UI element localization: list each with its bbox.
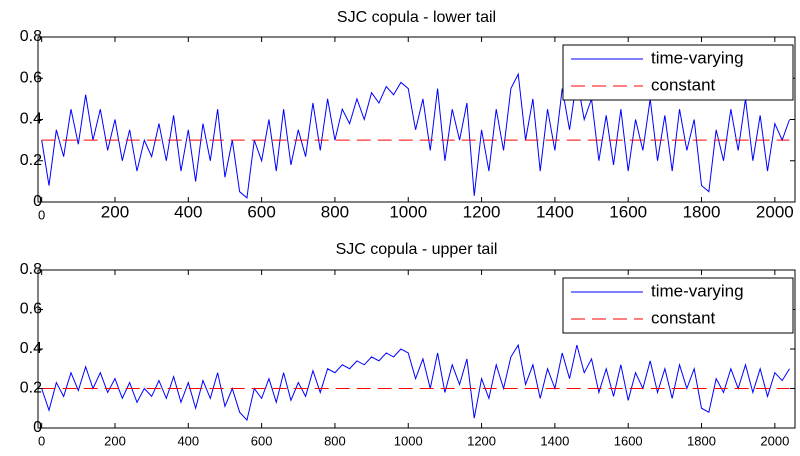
x-tick-label: 1000 [389,202,427,221]
y-tick-label: 0.8 [20,28,42,45]
x-tick-label: 600 [247,202,275,221]
chart-title: SJC copula - lower tail [337,9,496,26]
x-tick-label: 400 [177,433,199,448]
legend-label: time-varying [651,281,744,300]
x-tick-label: 2000 [760,433,789,448]
x-tick-label: 0 [38,433,45,448]
y-tick-label: 0.6 [20,69,42,86]
x-tick-label: 1200 [463,202,501,221]
y-tick-label: 0.6 [20,301,42,318]
series-line [41,343,790,422]
x-tick-label: 600 [251,433,273,448]
y-tick-label: 0 [33,193,42,210]
y-tick-label: 0 [33,419,42,436]
x-tick-label: 2000 [756,202,794,221]
legend-box [562,277,794,334]
x-tick-label: 1400 [536,202,574,221]
y-tick-label: 0.4 [20,111,42,128]
x-tick-label: 800 [321,202,349,221]
x-tick-label: 1200 [467,433,496,448]
x-tick-label: 1600 [609,202,647,221]
x-tick-label: 200 [104,433,126,448]
x-tick-label: 800 [324,433,346,448]
legend-label: constant [651,308,716,327]
x-tick-label: 1000 [394,433,423,448]
x-tick-label: 400 [174,202,202,221]
x-tick-label: 1400 [540,433,569,448]
legend-label: constant [651,75,716,94]
legend: time-varying constant [562,277,794,334]
axes: SJC copula - lower tail 0 200 400 600 800 1000… [20,9,796,222]
x-tick-label: 0 [38,207,45,222]
y-tick-label: 0.4 [20,340,42,357]
chart-title: SJC copula - upper tail [336,241,498,258]
x-tick-label: 1600 [614,433,643,448]
legend-box [562,44,794,101]
y-tick-label: 0.2 [20,152,42,169]
x-tick-label: 200 [101,202,129,221]
x-tick-label: 1800 [687,433,716,448]
x-tick-label: 1800 [683,202,721,221]
legend: time-varying constant [562,44,794,101]
axes: SJC copula - upper tail 0 200 400 600 800 1000… [20,241,796,448]
legend-label: time-varying [651,48,744,67]
series-line [41,72,790,199]
y-tick-label: 0.8 [20,261,42,278]
y-tick-label: 0.2 [20,380,42,397]
